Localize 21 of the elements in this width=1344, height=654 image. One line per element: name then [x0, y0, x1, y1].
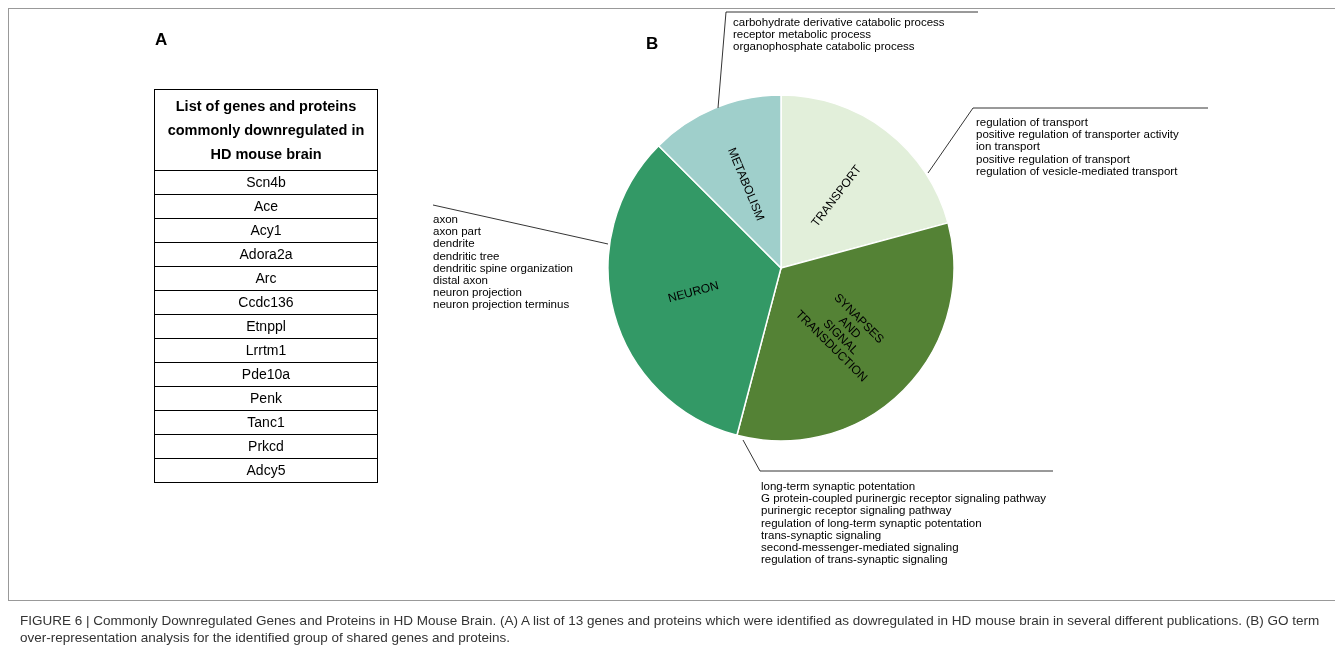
category-label: Pde10a [155, 362, 377, 386]
chart-title: B [646, 34, 659, 53]
category-label: Tanc1 [155, 410, 377, 434]
category-label: Lrrtm1 [155, 338, 377, 362]
text: long-term synaptic potentation G protein-coupled purinergic receptor signaling pathway purinergic receptor signaling pathway regulation of long-term synaptic potentation trans-synaptic signaling second-messenger-mediated signaling regulation of trans-synaptic signaling [761, 480, 1047, 566]
text: A [155, 30, 168, 50]
category-label: Adora2a [155, 242, 377, 266]
text: axon axon part dendrite dendritic tree dendritic spine organization distal axon neuron projection neuron projection terminus [433, 213, 574, 311]
text: regulation of transport positive regulation of transporter activity ion transport positive regulation of transport regulation of vesicle-mediated transport [976, 116, 1179, 177]
category-label: Scn4b [245, 173, 287, 192]
text: List of genes and proteins commonly downregulated in HD mouse brain [155, 90, 377, 171]
category-label: Prkcd [155, 434, 377, 458]
category-label: Ace [155, 194, 377, 218]
category-label: Arc [155, 266, 377, 290]
category-label: Acy1 [155, 218, 377, 242]
text: carbohydrate derivative catabolic process receptor metabolic process organophosphate catabolic process [733, 16, 945, 53]
caption: FIGURE 6 | Commonly Downregulated Genes and Proteins in HD Mouse Brain. (A) A list of 13 genes and proteins which were identified as dowregulated in HD mouse brain in several different publications. (B) GO term over-representation analysis for the identified group of shared genes and proteins. [20, 612, 1321, 646]
category-label: Etnppl [155, 314, 377, 338]
category-label: Adcy5 [155, 458, 377, 482]
category-label: Ccdc136 [155, 290, 377, 314]
category-label: Penk [155, 386, 377, 410]
